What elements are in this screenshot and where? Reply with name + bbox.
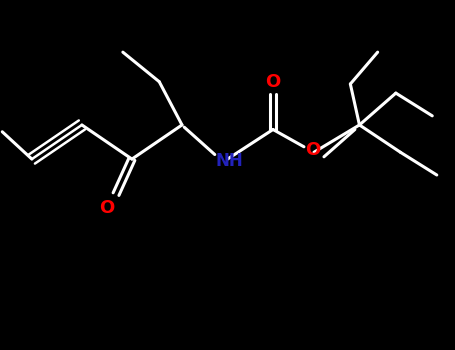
Text: O: O [265, 73, 281, 91]
Text: O: O [99, 199, 115, 217]
Text: O: O [305, 141, 321, 159]
Text: NH: NH [216, 152, 243, 170]
